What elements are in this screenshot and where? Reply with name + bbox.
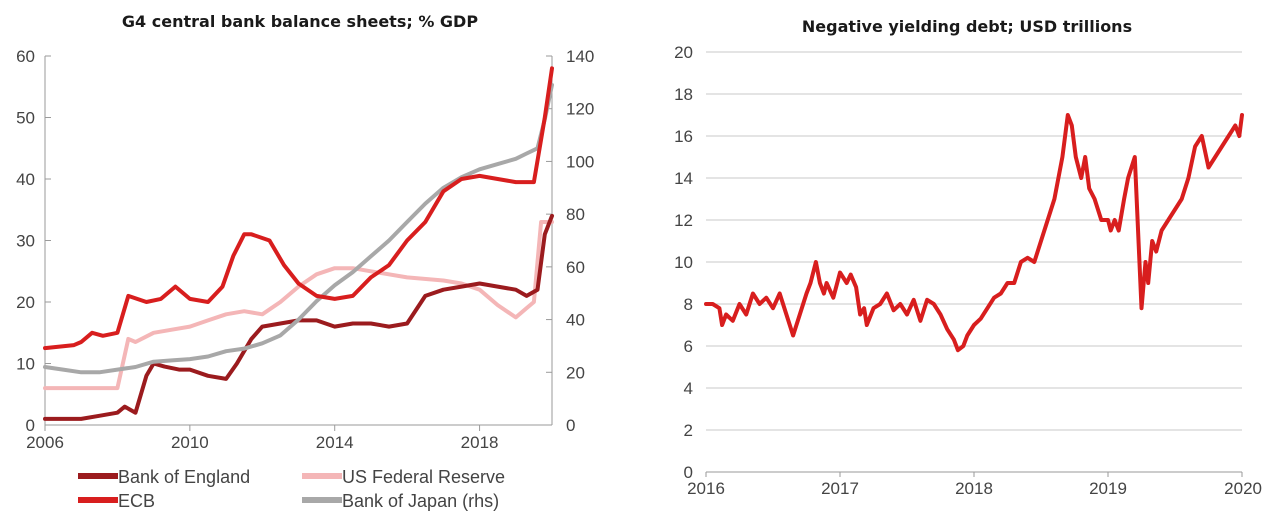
- left-y-tick-label: 60: [16, 47, 35, 66]
- right-y-tick-label: 0: [566, 416, 575, 435]
- series-line-bank-of-japan-rhs: [43, 83, 554, 375]
- right-chart-x-tick-label: 2016: [687, 479, 725, 498]
- left-chart-ticks: 0 10 20 30 40 50 60 0 20 40 60 80 100 120 140 2006 2010 2…: [16, 47, 594, 452]
- right-chart-y-tick-label: 14: [674, 169, 693, 188]
- legend-label-ecb: ECB: [118, 491, 155, 511]
- right-y-tick-label: 140: [566, 47, 594, 66]
- series-line-us-federal-reserve: [43, 220, 554, 391]
- left-x-tick-label: 2018: [461, 433, 499, 452]
- left-y-tick-label: 20: [16, 293, 35, 312]
- left-chart-title: G4 central bank balance sheets; % GDP: [122, 12, 478, 31]
- left-x-tick-label: 2014: [316, 433, 354, 452]
- right-chart-y-tick-label: 4: [684, 379, 693, 398]
- left-chart-series: [43, 66, 554, 421]
- legend-label-fed: US Federal Reserve: [342, 467, 505, 487]
- legend-label-boj: Bank of Japan (rhs): [342, 491, 499, 511]
- left-chart-legend: Bank of England ECB US Federal Reserve B…: [78, 467, 505, 511]
- balance-sheets-chart: G4 central bank balance sheets; % GDP 0 1…: [16, 12, 594, 511]
- left-x-tick-label: 2006: [26, 433, 64, 452]
- left-y-tick-label: 10: [16, 355, 35, 374]
- series-line-bank-of-england: [43, 213, 554, 421]
- right-y-tick-label: 60: [566, 258, 585, 277]
- right-chart-y-tick-label: 2: [684, 421, 693, 440]
- series-line-negative-yielding-debt: [704, 113, 1244, 353]
- right-chart-y-tick-label: 6: [684, 337, 693, 356]
- left-y-tick-label: 50: [16, 109, 35, 128]
- right-chart-y-tick-label: 8: [684, 295, 693, 314]
- right-y-tick-label: 120: [566, 100, 594, 119]
- legend-label-boe: Bank of England: [118, 467, 250, 487]
- right-chart-y-tick-label: 16: [674, 127, 693, 146]
- left-x-tick-label: 2010: [171, 433, 209, 452]
- right-chart-series: [704, 113, 1244, 353]
- left-y-tick-label: 40: [16, 170, 35, 189]
- right-chart-x-tick-label: 2018: [955, 479, 993, 498]
- right-chart-y-tick-label: 12: [674, 211, 693, 230]
- right-chart-ticks: 0 2 4 6 8 10 12 14 16 18 20 2016 2017 2018 2019 2020: [674, 43, 1262, 498]
- series-line-ecb: [43, 66, 554, 351]
- right-chart-title: Negative yielding debt; USD trillions: [802, 17, 1132, 36]
- negative-yield-chart: Negative yielding debt; USD trillions 02…: [674, 17, 1262, 498]
- right-y-tick-label: 40: [566, 311, 585, 330]
- right-chart-y-tick-label: 18: [674, 85, 693, 104]
- right-y-tick-label: 100: [566, 152, 594, 171]
- left-y-tick-label: 0: [26, 416, 35, 435]
- right-chart-x-tick-label: 2017: [821, 479, 859, 498]
- right-chart-x-tick-label: 2019: [1089, 479, 1127, 498]
- right-chart-y-tick-label: 10: [674, 253, 693, 272]
- left-y-tick-label: 30: [16, 232, 35, 251]
- right-chart-y-tick-label: 0: [684, 463, 693, 482]
- right-chart-y-tick-label: 20: [674, 43, 693, 62]
- right-chart-x-tick-label: 2020: [1224, 479, 1262, 498]
- right-y-tick-label: 20: [566, 363, 585, 382]
- right-y-tick-label: 80: [566, 205, 585, 224]
